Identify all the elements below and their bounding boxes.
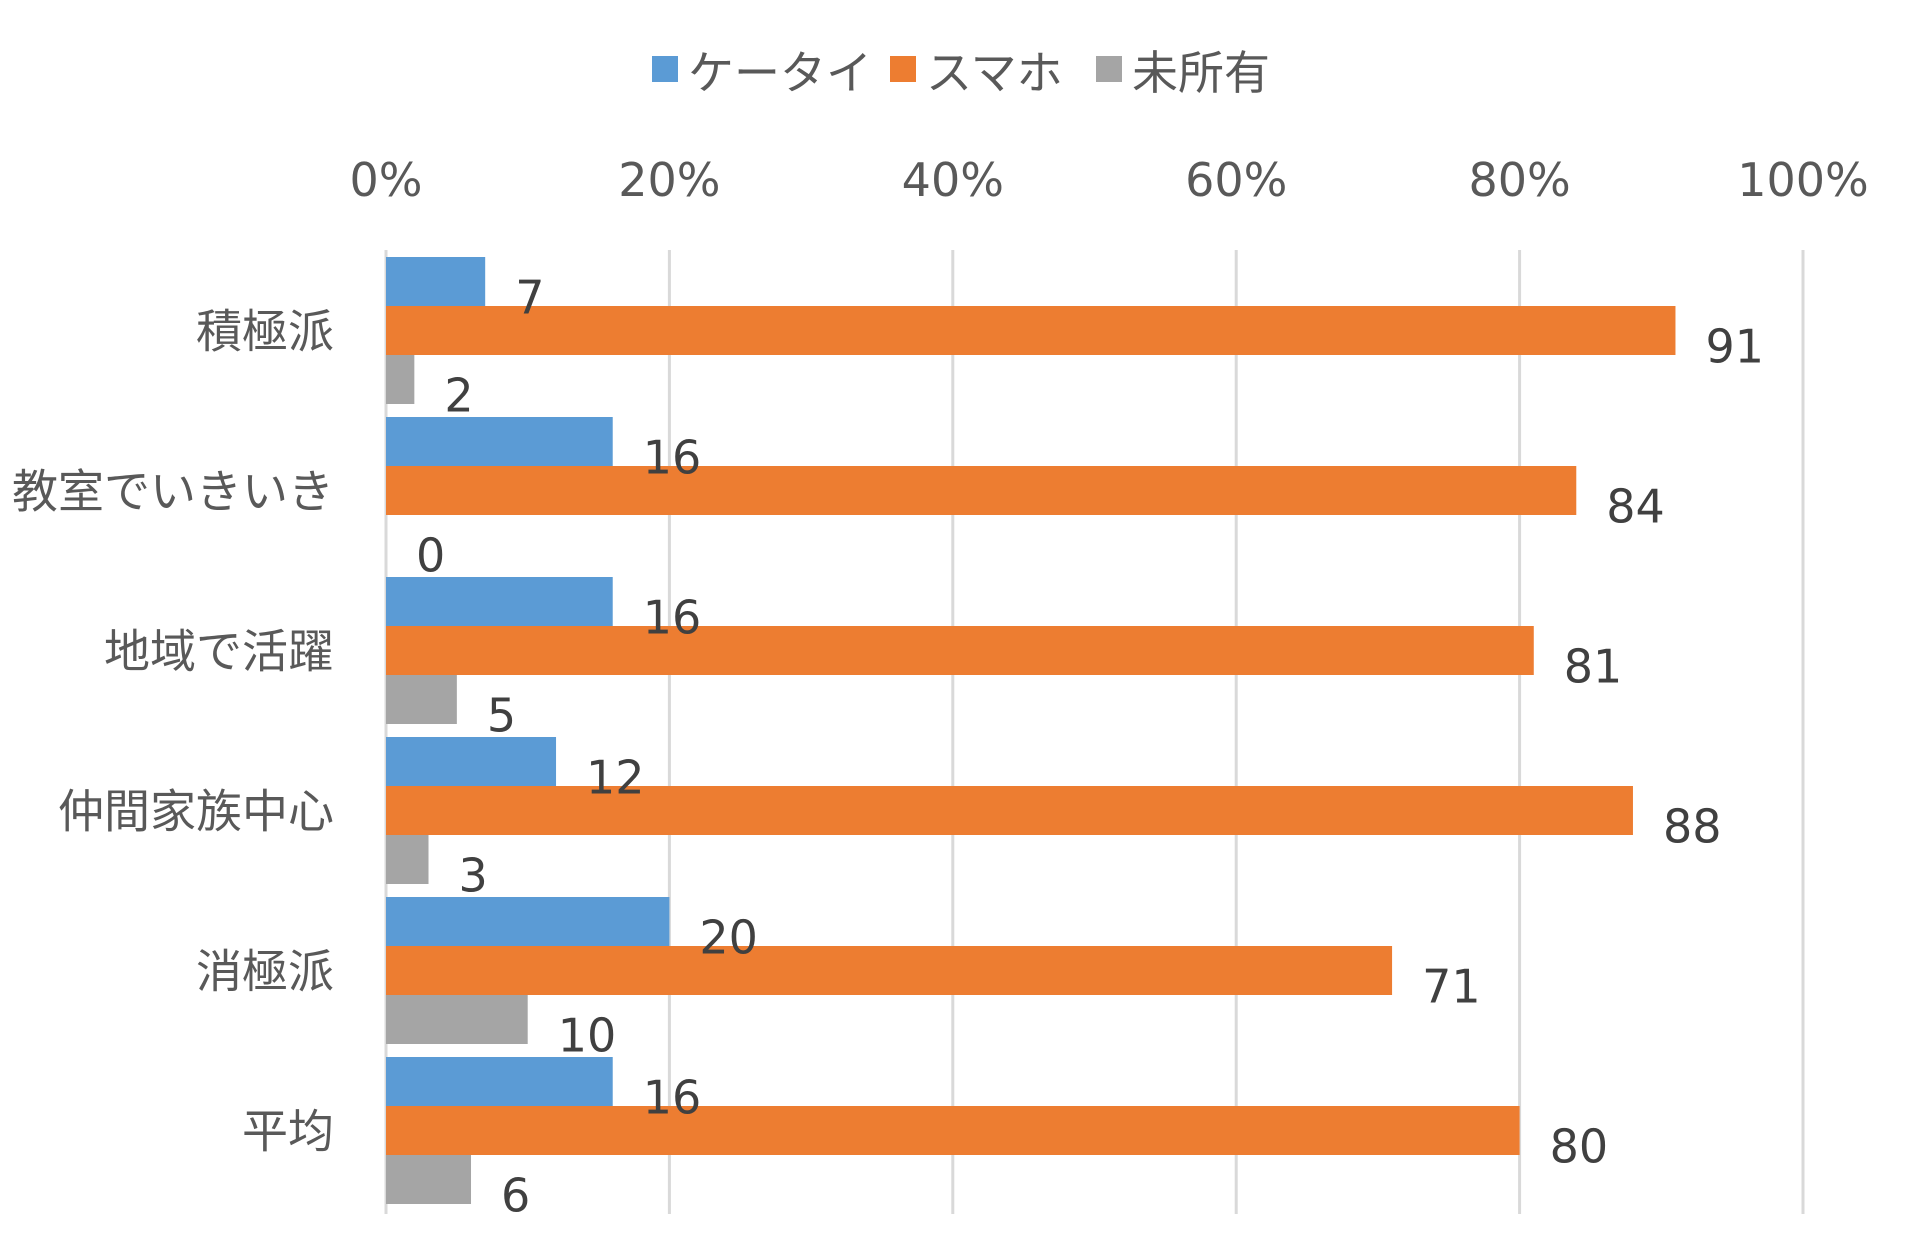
bars [386, 257, 1676, 1204]
data-label-4-2: 10 [558, 1009, 617, 1063]
bar-2-1 [386, 626, 1534, 675]
data-label-3-1: 88 [1663, 800, 1722, 854]
category-label-2: 地域で活躍 [104, 625, 334, 679]
legend: ケータイ スマホ 未所有 [652, 46, 1270, 100]
data-label-2-1: 81 [1564, 640, 1623, 694]
bar-0-2 [386, 355, 415, 404]
legend-swatch-0 [652, 56, 678, 82]
bar-3-2 [386, 835, 429, 884]
bar-2-2 [386, 675, 457, 724]
data-label-5-2: 6 [501, 1169, 530, 1223]
bar-5-1 [386, 1106, 1520, 1155]
bar-0-1 [386, 306, 1676, 355]
bar-4-1 [386, 946, 1393, 995]
data-label-0-0: 7 [515, 271, 544, 325]
bar-0-0 [386, 257, 486, 306]
data-label-0-2: 2 [444, 369, 473, 423]
x-tick-label-0: 0% [350, 153, 423, 207]
data-label-5-1: 80 [1550, 1120, 1609, 1174]
x-tick-label-3: 60% [1185, 153, 1287, 207]
bar-1-0 [386, 417, 613, 466]
data-label-0-1: 91 [1705, 320, 1764, 374]
bar-5-0 [386, 1057, 613, 1106]
legend-swatch-2 [1096, 56, 1122, 82]
data-label-4-0: 20 [699, 911, 758, 965]
bar-4-0 [386, 897, 670, 946]
data-label-1-1: 84 [1606, 480, 1665, 534]
data-label-3-0: 12 [586, 751, 645, 805]
x-tick-label-5: 100% [1737, 153, 1869, 207]
category-label-0: 積極派 [196, 305, 334, 359]
data-labels: 7 91 2 16 84 0 16 81 5 12 88 3 20 71 10 16 80 6 [416, 271, 1764, 1223]
data-label-2-2: 5 [487, 689, 516, 743]
data-label-1-0: 16 [643, 431, 702, 485]
bar-3-1 [386, 786, 1633, 835]
bar-5-2 [386, 1155, 472, 1204]
bar-4-2 [386, 995, 528, 1044]
x-axis-ticks: 0% 20% 40% 60% 80% 100% [350, 153, 1869, 207]
bar-1-1 [386, 466, 1577, 515]
legend-label-0: ケータイ [688, 46, 872, 100]
data-label-5-0: 16 [643, 1071, 702, 1125]
legend-swatch-1 [890, 56, 916, 82]
data-label-1-2: 0 [416, 529, 445, 583]
bar-3-0 [386, 737, 557, 786]
legend-label-2: 未所有 [1132, 46, 1270, 100]
data-label-2-0: 16 [643, 591, 702, 645]
data-label-3-2: 3 [459, 849, 488, 903]
category-label-4: 消極派 [196, 945, 334, 999]
x-tick-label-1: 20% [618, 153, 720, 207]
data-label-4-1: 71 [1422, 960, 1481, 1014]
category-label-5: 平均 [242, 1105, 334, 1159]
bar-2-0 [386, 577, 613, 626]
category-label-3: 仲間家族中心 [58, 785, 334, 839]
x-tick-label-2: 40% [902, 153, 1004, 207]
legend-label-1: スマホ [926, 46, 1063, 100]
gridlines [384, 250, 1805, 1214]
x-tick-label-4: 80% [1468, 153, 1570, 207]
category-label-1: 教室でいきいき [12, 465, 334, 519]
